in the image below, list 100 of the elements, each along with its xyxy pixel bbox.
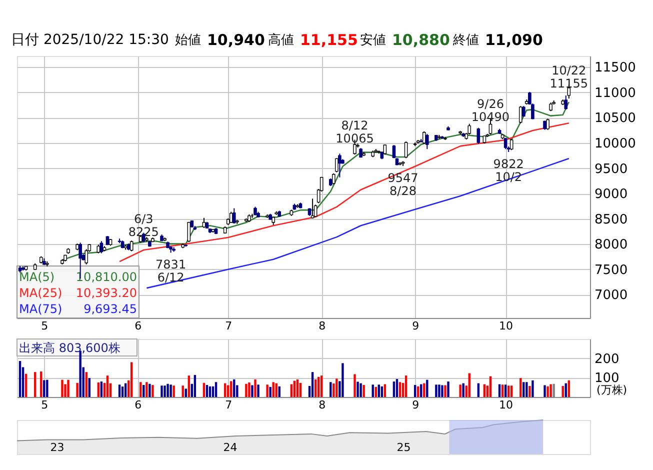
bar	[230, 381, 232, 397]
bar	[522, 382, 525, 397]
chart-title: 出来高 803,600株	[19, 341, 120, 355]
bar	[459, 384, 462, 397]
bar	[398, 382, 402, 397]
bar	[166, 384, 169, 397]
annotation: 6/3 8225	[128, 212, 159, 239]
bar	[546, 386, 549, 397]
bar	[142, 385, 145, 397]
y-tick-label: 200	[594, 352, 620, 367]
bar	[568, 380, 570, 397]
x-tick-label: 6	[134, 398, 142, 412]
y-tick-label: 7000	[594, 288, 628, 304]
annotation: 10,810.00	[76, 270, 137, 284]
candlestick	[383, 144, 387, 156]
bar	[378, 384, 380, 397]
bar	[18, 361, 22, 397]
candlestick	[392, 144, 396, 159]
bar	[330, 382, 332, 397]
bar	[121, 386, 124, 397]
candlestick	[202, 217, 206, 228]
bar	[100, 382, 103, 397]
bar	[130, 362, 133, 397]
bar	[40, 371, 42, 397]
bar	[248, 382, 250, 397]
bar	[257, 384, 260, 397]
bar	[46, 380, 48, 397]
bar	[272, 382, 274, 397]
bar	[194, 374, 196, 397]
bar	[544, 385, 546, 397]
candlestick	[187, 221, 191, 243]
candlestick	[564, 94, 568, 110]
candlestick	[422, 130, 426, 145]
bar	[227, 385, 230, 397]
chart-title: 日付 2025/10/22 15:30	[11, 32, 169, 48]
annotation: 10,393.20	[76, 286, 137, 300]
y-tick-label: 8000	[594, 238, 628, 253]
bar	[374, 386, 377, 397]
candlestick	[332, 172, 336, 185]
bar	[76, 382, 78, 397]
bar	[384, 384, 386, 397]
bar	[435, 384, 438, 397]
bar	[202, 382, 206, 397]
bar	[354, 374, 356, 397]
bar	[152, 385, 154, 397]
candlestick	[404, 140, 408, 159]
y-tick-label: 10500	[594, 111, 636, 126]
text: 高値 11,155	[268, 31, 358, 49]
x-tick-label: 5	[41, 320, 48, 332]
bar	[172, 386, 175, 397]
bar	[106, 376, 109, 397]
bar	[420, 384, 422, 397]
bar	[414, 385, 416, 397]
bar	[526, 382, 528, 397]
x-tick-label: 9	[412, 398, 420, 412]
annotation: 7831 6/12	[156, 258, 186, 285]
text: 安値 10,880	[360, 31, 450, 49]
bar	[483, 384, 486, 397]
x-tick-label: 8	[318, 320, 326, 332]
x-tick-label: 25	[396, 441, 411, 454]
bar	[290, 384, 293, 397]
annotation: 9547 8/28	[388, 170, 418, 198]
candlestick	[229, 211, 233, 224]
x-tick-label: 10	[499, 398, 514, 412]
bar	[501, 384, 504, 397]
bar	[550, 384, 552, 397]
candlestick	[338, 153, 342, 178]
bar	[206, 385, 208, 397]
candlestick	[335, 158, 338, 173]
bar	[489, 376, 492, 397]
bar	[507, 386, 510, 397]
bar	[532, 380, 534, 397]
bar	[214, 382, 218, 397]
candlestick	[543, 120, 546, 130]
candlestick	[476, 127, 480, 145]
bar	[269, 386, 272, 397]
y-axis-title: (万株)	[596, 384, 628, 396]
candlestick	[232, 208, 236, 224]
x-tick-label: 5	[41, 398, 48, 412]
bar	[85, 372, 88, 397]
bar	[293, 380, 296, 397]
bar	[188, 376, 190, 397]
bar	[296, 379, 299, 397]
candlestick	[510, 138, 514, 151]
annotation: 9/26 10490	[471, 97, 510, 124]
x-tick-label: 9	[412, 320, 420, 332]
bar	[88, 378, 90, 397]
bar	[392, 382, 396, 397]
bar	[61, 380, 64, 397]
bar	[64, 384, 66, 397]
x-tick-label: 24	[223, 441, 238, 454]
candlestick	[130, 240, 134, 252]
series-label: MA(5)	[19, 270, 55, 284]
y-tick-label: 9000	[594, 187, 628, 202]
bar	[320, 376, 323, 397]
y-tick-label: 11500	[594, 60, 636, 76]
text: 終値 11,090	[452, 31, 543, 49]
bar	[362, 385, 365, 397]
bar	[146, 382, 148, 397]
annotation: 10/22 11155	[550, 64, 588, 91]
